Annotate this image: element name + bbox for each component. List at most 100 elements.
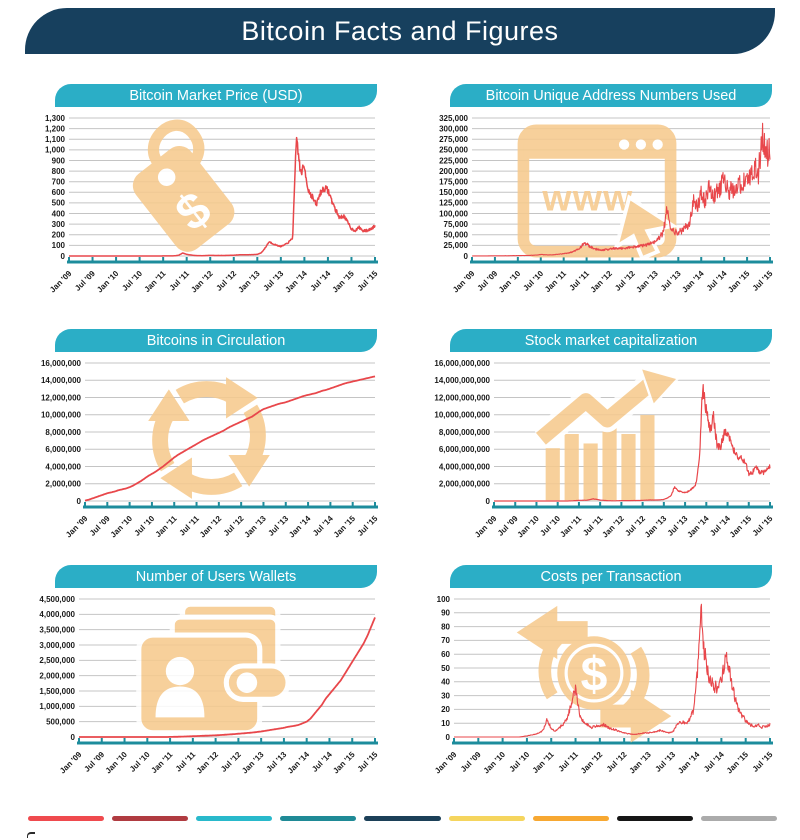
- axis-tick-mark: [493, 257, 496, 261]
- series-line: [79, 617, 376, 738]
- y-tick-label: 2,000,000,000: [439, 480, 491, 489]
- axis-tick-mark: [68, 257, 70, 261]
- y-tick-label: 4,000,000: [45, 462, 81, 471]
- y-tick-label: 0: [71, 733, 76, 742]
- y-tick-label: 2,500,000: [39, 656, 75, 665]
- axis-tick-mark: [747, 502, 750, 506]
- axis-tick-mark: [282, 738, 285, 742]
- axis-tick-mark: [78, 738, 80, 742]
- axis-tick-mark: [374, 257, 376, 261]
- chart-axes: 16,000,000 14,000,000 12,000,000 10,000,000…: [41, 359, 380, 540]
- y-tick-label: 700: [52, 177, 66, 186]
- y-tick-label: 30: [441, 691, 450, 700]
- axis-tick-mark: [328, 738, 331, 742]
- y-tick-label: 50,000: [444, 231, 469, 240]
- y-tick-label: 600: [52, 188, 66, 197]
- chart-header: Costs per Transaction: [450, 565, 772, 588]
- y-tick-label: 800: [52, 167, 66, 176]
- palette-swatch: [448, 816, 525, 821]
- axis-tick-mark: [307, 502, 310, 506]
- palette-swatch: [28, 816, 105, 821]
- palette-swatch: [112, 816, 189, 821]
- y-tick-label: 16,000,000,000: [434, 359, 490, 368]
- y-tick-label: 1,100: [45, 135, 66, 144]
- y-tick-label: 225,000: [439, 156, 468, 165]
- y-tick-label: 175,000: [439, 177, 468, 186]
- axis-tick-mark: [577, 502, 580, 506]
- chart-header: Bitcoin Unique Address Numbers Used: [450, 84, 772, 107]
- palette-swatch: [280, 816, 357, 821]
- axis-tick-mark: [256, 257, 259, 261]
- axis-tick-mark: [374, 738, 376, 742]
- palette-swatch: [196, 816, 273, 821]
- axis-tick-mark: [696, 738, 699, 742]
- chart-series: [471, 122, 771, 257]
- y-tick-label: 2,000,000: [39, 671, 75, 680]
- axis-tick-mark: [305, 738, 308, 742]
- axis-tick-mark: [351, 502, 354, 506]
- y-tick-label: 75,000: [444, 220, 469, 229]
- y-tick-label: 0: [77, 497, 82, 506]
- axis-tick-mark: [535, 502, 538, 506]
- y-tick-label: 900: [52, 156, 66, 165]
- axis-tick-mark: [585, 257, 588, 261]
- axis-tick-mark: [700, 257, 703, 261]
- chart-title: Stock market capitalization: [524, 332, 698, 349]
- chart-series: [453, 603, 771, 738]
- series-line: [453, 603, 771, 738]
- y-tick-label: 100: [52, 241, 66, 250]
- y-tick-label: 90: [441, 609, 450, 618]
- palette-swatch: [532, 816, 609, 821]
- axis-tick-mark: [608, 257, 611, 261]
- chart-header: Number of Users Wallets: [55, 565, 377, 588]
- y-tick-label: 3,500,000: [39, 625, 75, 634]
- axis-tick-mark: [726, 502, 729, 506]
- axis-tick-mark: [562, 257, 565, 261]
- y-tick-label: 10: [441, 719, 450, 728]
- axis-tick-mark: [744, 738, 747, 742]
- y-tick-label: 2,000,000: [45, 480, 81, 489]
- y-tick-label: 4,000,000: [39, 610, 75, 619]
- y-tick-label: 250,000: [439, 146, 468, 155]
- y-tick-label: 3,000,000: [39, 641, 75, 650]
- axis-tick-mark: [720, 738, 723, 742]
- y-tick-label: 14,000,000: [41, 376, 82, 385]
- axis-tick-mark: [769, 738, 771, 742]
- chart-title: Bitcoin Unique Address Numbers Used: [485, 87, 737, 104]
- y-tick-label: 12,000,000: [41, 393, 82, 402]
- y-tick-label: 1,500,000: [39, 687, 75, 696]
- axis-tick-mark: [106, 502, 109, 506]
- series-line: [68, 136, 376, 257]
- axis-tick-mark: [123, 738, 126, 742]
- chart-cell-unique-addresses: Bitcoin Unique Address Numbers Used 325,…: [420, 84, 775, 312]
- chart-cell-market-cap: Stock market capitalization 16,000,000,0…: [420, 329, 775, 557]
- y-tick-label: 0: [486, 497, 491, 506]
- y-tick-label: 0: [464, 252, 469, 261]
- axis-tick-mark: [169, 738, 172, 742]
- axis-tick-mark: [769, 502, 771, 506]
- y-tick-label: 1,200: [45, 124, 66, 133]
- palette-swatch: [616, 816, 693, 821]
- axis-tick-mark: [539, 257, 542, 261]
- y-tick-label: 8,000,000,000: [439, 428, 491, 437]
- axis-tick-mark: [493, 502, 495, 506]
- axis-tick-mark: [599, 502, 602, 506]
- chart-plot-area: 4,500,000 4,000,000 3,500,000 3,000,000 2,50…: [25, 593, 380, 788]
- y-tick-label: 20: [441, 705, 450, 714]
- y-tick-label: 300: [52, 220, 66, 229]
- chart-plot-area: 100 90 80 70 60 50 40 30 20 10 0 Jan '09 Jul '09 Jan …: [420, 593, 775, 788]
- axis-tick-mark: [146, 738, 149, 742]
- axis-tick-mark: [284, 502, 287, 506]
- y-tick-label: 60: [441, 650, 450, 659]
- y-tick-label: 4,500,000: [39, 595, 75, 604]
- axis-tick-mark: [209, 257, 212, 261]
- series-line: [471, 122, 771, 257]
- y-tick-label: 10,000,000,000: [434, 411, 490, 420]
- y-tick-label: 8,000,000: [45, 428, 81, 437]
- axis-tick-mark: [525, 738, 528, 742]
- axis-tick-mark: [662, 502, 665, 506]
- series-line: [493, 384, 771, 502]
- chart-plot-area: 16,000,000,000 14,000,000,000 12,000,000,0…: [420, 357, 775, 552]
- y-tick-label: 0: [446, 733, 451, 742]
